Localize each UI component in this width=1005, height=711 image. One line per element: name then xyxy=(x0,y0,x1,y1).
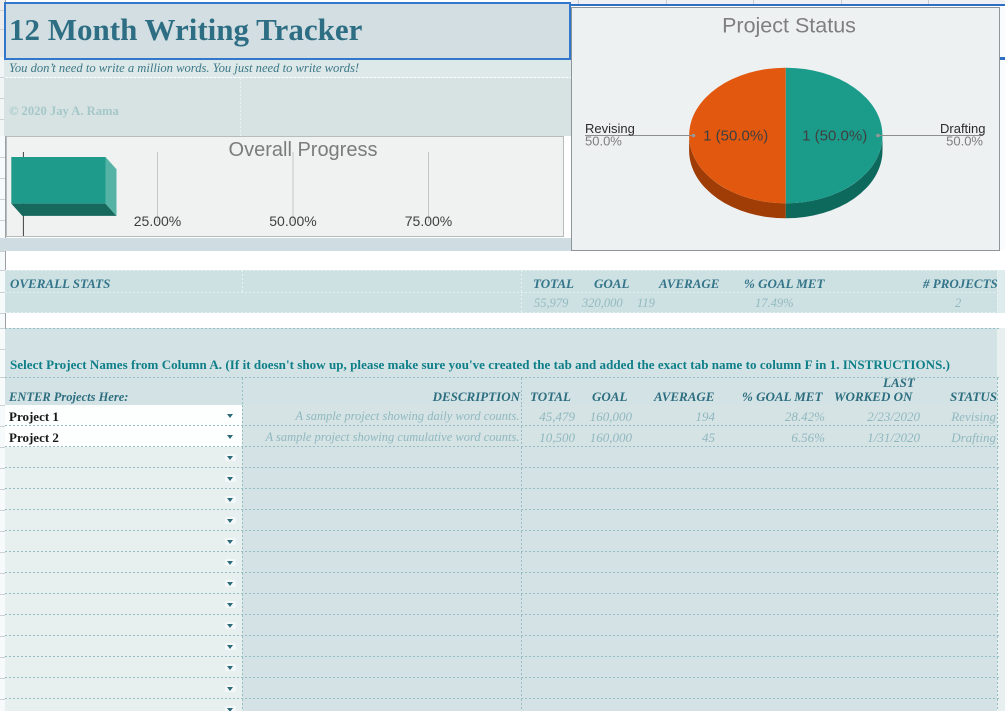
svg-text:Revising: Revising xyxy=(585,121,635,136)
svg-text:1 (50.0%): 1 (50.0%) xyxy=(703,128,768,145)
svg-text:50.0%: 50.0% xyxy=(585,134,622,149)
svg-text:25.00%: 25.00% xyxy=(134,213,181,229)
svg-text:75.00%: 75.00% xyxy=(405,213,452,229)
svg-text:Overall Progress: Overall Progress xyxy=(229,139,378,161)
svg-text:50.0%: 50.0% xyxy=(946,134,983,149)
svg-text:1 (50.0%): 1 (50.0%) xyxy=(802,128,867,145)
svg-text:Drafting: Drafting xyxy=(940,121,986,136)
svg-text:50.00%: 50.00% xyxy=(269,213,316,229)
svg-text:Project Status: Project Status xyxy=(722,14,856,38)
